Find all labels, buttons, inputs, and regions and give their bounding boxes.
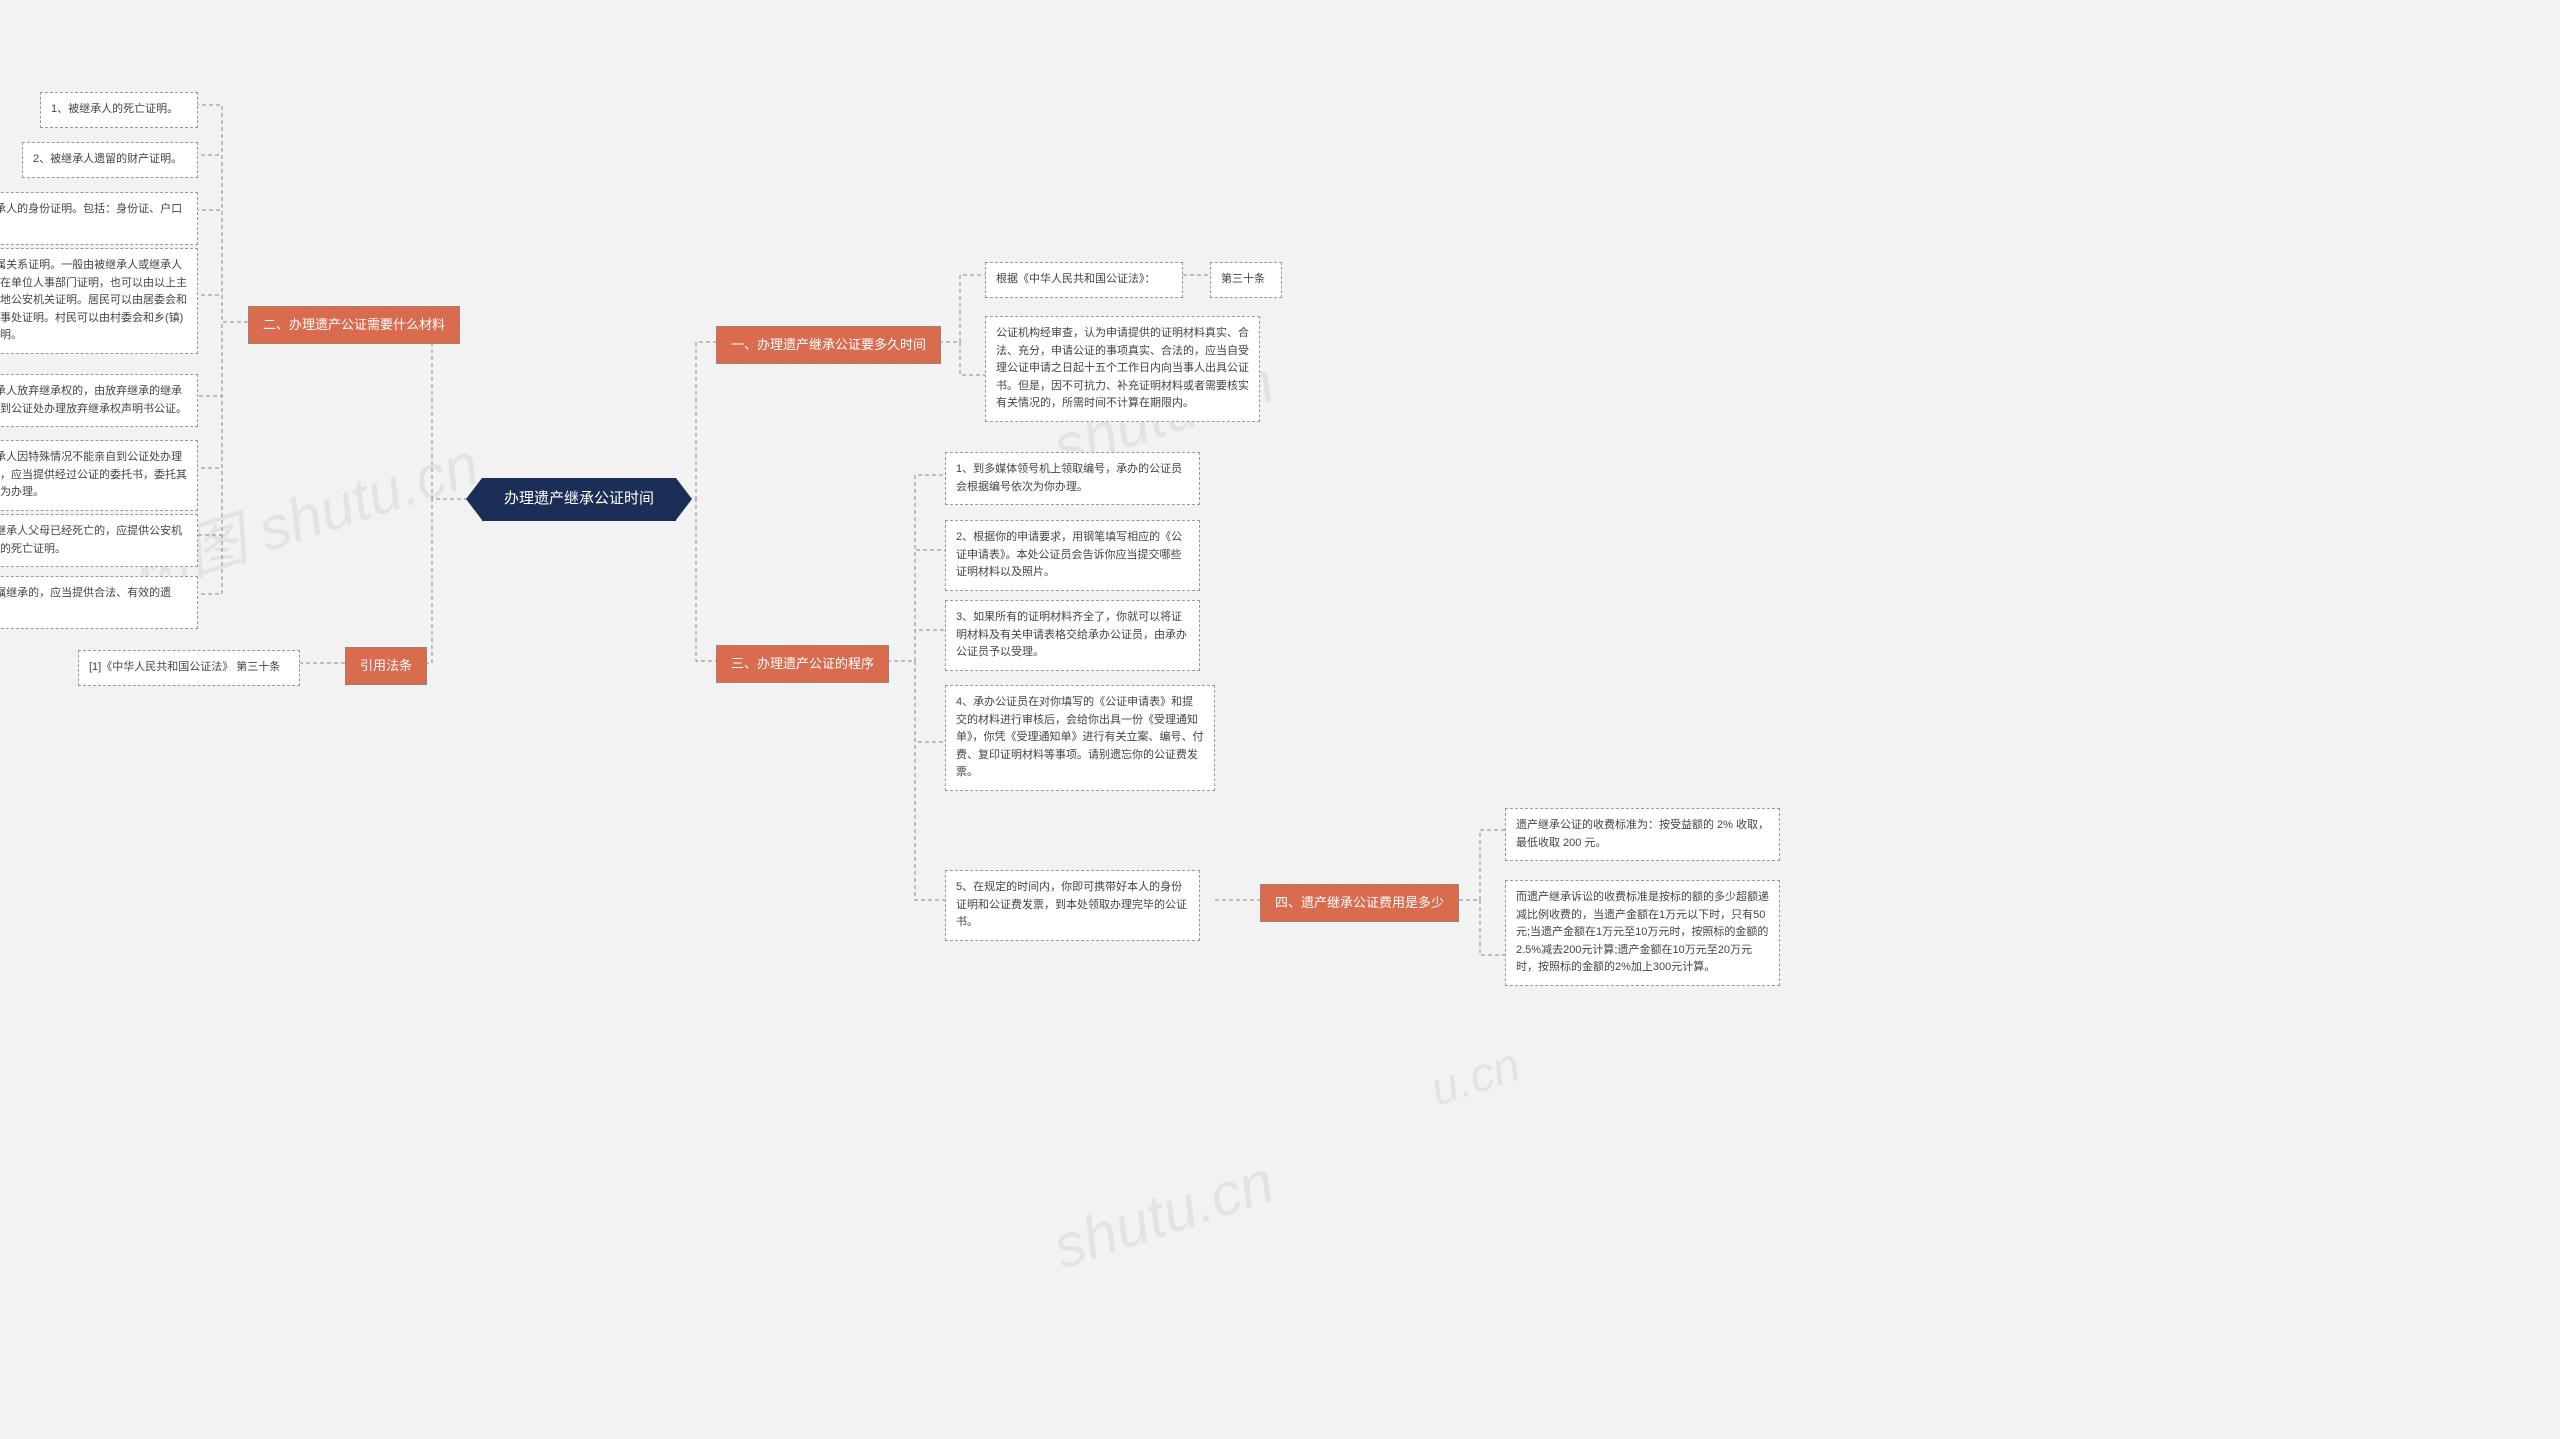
watermark: u.cn	[1424, 1037, 1527, 1117]
leaf-2-5: 5、继承人放弃继承权的，由放弃继承的继承人亲自到公证处办理放弃继承权声明书公证。	[0, 374, 198, 427]
leaf-3-4: 4、承办公证员在对你填写的《公证申请表》和提交的材料进行审核后，会给你出具一份《…	[945, 685, 1215, 791]
center-node: 办理遗产继承公证时间	[482, 478, 676, 521]
leaf-ref-1: [1]《中华人民共和国公证法》 第三十条	[78, 650, 300, 686]
branch-4: 四、遗产继承公证费用是多少	[1260, 884, 1459, 922]
watermark: shutu.cn	[1045, 1147, 1282, 1283]
leaf-2-2: 2、被继承人遗留的财产证明。	[22, 142, 198, 178]
leaf-1-2: 第三十条	[1210, 262, 1282, 298]
leaf-4-2: 而遗产继承诉讼的收费标准是按标的额的多少超额递减比例收费的，当遗产金额在1万元以…	[1505, 880, 1780, 986]
leaf-2-4: 4、亲属关系证明。一般由被继承人或继承人档案所在单位人事部门证明，也可以由以上主…	[0, 248, 198, 354]
leaf-2-3: 3、继承人的身份证明。包括：身份证、户口簿。	[0, 192, 198, 245]
leaf-2-8: 8、遗嘱继承的，应当提供合法、有效的遗嘱。	[0, 576, 198, 629]
leaf-1-1: 根据《中华人民共和国公证法》：	[985, 262, 1183, 298]
leaf-3-1: 1、到多媒体领号机上领取编号，承办的公证员会根据编号依次为你办理。	[945, 452, 1200, 505]
leaf-3-5: 5、在规定的时间内，你即可携带好本人的身份证明和公证费发票，到本处领取办理完毕的…	[945, 870, 1200, 941]
leaf-4-1: 遗产继承公证的收费标准为：按受益额的 2% 收取，最低收取 200 元。	[1505, 808, 1780, 861]
branch-ref: 引用法条	[345, 647, 427, 685]
branch-2: 二、办理遗产公证需要什么材料	[248, 306, 460, 344]
mindmap-canvas: 树图 shutu.cn shutu.cn shutu.cn u.cn	[0, 0, 2560, 1439]
connectors	[0, 0, 2560, 1439]
leaf-2-1: 1、被继承人的死亡证明。	[40, 92, 198, 128]
leaf-3-3: 3、如果所有的证明材料齐全了，你就可以将证明材料及有关申请表格交给承办公证员，由…	[945, 600, 1200, 671]
leaf-2-6: 6、继承人因特殊情况不能亲自到公证处办理继承的，应当提供经过公证的委托书，委托其…	[0, 440, 198, 511]
leaf-2-7: 7、被继承人父母已经死亡的，应提供公安机关出具的死亡证明。	[0, 514, 198, 567]
branch-3: 三、办理遗产公证的程序	[716, 645, 889, 683]
leaf-1-3: 公证机构经审查，认为申请提供的证明材料真实、合法、充分，申请公证的事项真实、合法…	[985, 316, 1260, 422]
leaf-3-2: 2、根据你的申请要求，用钢笔填写相应的《公证申请表》。本处公证员会告诉你应当提交…	[945, 520, 1200, 591]
branch-1: 一、办理遗产继承公证要多久时间	[716, 326, 941, 364]
